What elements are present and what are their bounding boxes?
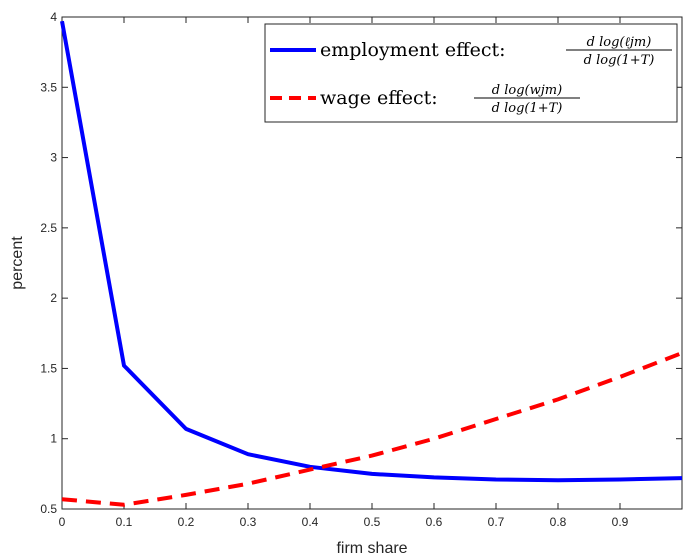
x-tick-label: 0.4 xyxy=(302,515,319,529)
x-tick-label: 0.6 xyxy=(426,515,443,529)
plot-area: 0 0.1 0.2 0.3 0.4 0.5 0.6 0.7 0.8 0.9 0.5 1 1.5 2 2.5… xyxy=(40,10,683,529)
legend-formula-numerator-employment: d log(ℓjm) xyxy=(587,35,652,50)
legend-box xyxy=(264,23,678,123)
x-axis-ticks: 0 0.1 0.2 0.3 0.4 0.5 0.6 0.7 0.8 0.9 xyxy=(59,17,629,529)
series-lines xyxy=(60,20,683,507)
x-tick-label: 0.2 xyxy=(178,515,195,529)
y-tick-label: 1 xyxy=(50,432,57,446)
legend-entry-wage-effect: wage effect: d log(wjm) d log(1+T) xyxy=(270,83,580,116)
x-tick-label: 0.7 xyxy=(488,515,505,529)
x-tick-label: 0 xyxy=(59,515,66,529)
legend-formula-denominator-employment: d log(1+T) xyxy=(584,53,655,68)
x-tick-label: 0.3 xyxy=(240,515,257,529)
x-tick-label: 0.1 xyxy=(116,515,133,529)
legend-label-employment-effect: employment effect: xyxy=(320,39,506,61)
legend-formula-denominator-wage: d log(1+T) xyxy=(492,101,563,116)
x-tick-label: 0.5 xyxy=(364,515,381,529)
x-axis-label: firm share xyxy=(336,540,407,557)
y-tick-label: 3 xyxy=(50,151,57,165)
y-tick-label: 2.5 xyxy=(40,221,57,235)
x-tick-label: 0.8 xyxy=(550,515,567,529)
y-tick-label: 3.5 xyxy=(40,80,57,94)
legend: employment effect: d log(ℓjm) d log(1+T)… xyxy=(264,23,678,123)
legend-entry-employment-effect: employment effect: d log(ℓjm) d log(1+T) xyxy=(270,35,672,68)
series-line-wage-effect xyxy=(61,351,683,507)
y-tick-label: 2 xyxy=(50,291,57,305)
legend-label-wage-effect: wage effect: xyxy=(320,87,438,109)
series-line-employment-effect xyxy=(60,20,683,483)
x-tick-label: 0.9 xyxy=(612,515,629,529)
y-tick-label: 1.5 xyxy=(40,361,57,375)
legend-formula-numerator-wage: d log(wjm) xyxy=(492,83,562,98)
y-tick-label: 0.5 xyxy=(40,502,57,516)
y-axis-ticks: 0.5 1 1.5 2 2.5 3 3.5 4 xyxy=(40,10,682,516)
y-tick-label: 4 xyxy=(50,10,57,24)
y-axis-label: percent xyxy=(9,236,26,290)
